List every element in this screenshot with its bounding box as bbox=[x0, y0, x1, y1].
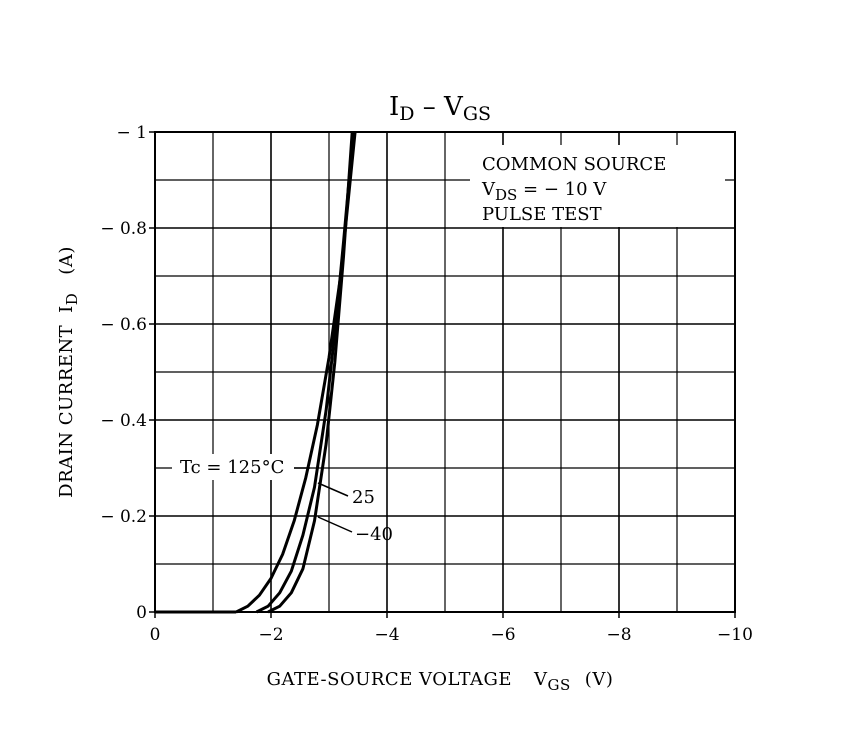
y-tick-label: − 1 bbox=[117, 123, 147, 143]
x-axis-label-unit: (V) bbox=[585, 669, 614, 690]
x-axis-label-text: GATE-SOURCE VOLTAGE bbox=[267, 669, 512, 690]
conditions-line-2: VDS = − 10 V bbox=[481, 179, 607, 204]
y-axis-label-symbol: I bbox=[56, 305, 77, 313]
y-axis-label-subscript: D bbox=[63, 293, 81, 306]
series-labels: Tc = 125°C 25 −40 bbox=[172, 454, 393, 545]
y-axis-label-unit: (A) bbox=[56, 246, 77, 275]
y-axis-ticks: 0 − 0.2 − 0.4 − 0.6 − 0.8 − 1 bbox=[100, 123, 155, 623]
conditions-line-1: COMMON SOURCE bbox=[482, 154, 666, 175]
curve-125c bbox=[235, 131, 357, 614]
title-id-symbol: I bbox=[389, 92, 399, 122]
x-tick-label: 0 bbox=[150, 625, 161, 645]
y-tick-label: − 0.6 bbox=[100, 315, 147, 335]
y-tick-label: − 0.4 bbox=[100, 411, 147, 431]
chart-title: ID – VGS bbox=[389, 92, 491, 125]
curve-25c bbox=[255, 131, 355, 614]
x-tick-label: −8 bbox=[606, 625, 631, 645]
vds-symbol: V bbox=[481, 179, 496, 200]
title-separator: – bbox=[415, 92, 445, 122]
y-tick-label: 0 bbox=[136, 603, 147, 623]
y-tick-label: − 0.8 bbox=[100, 219, 147, 239]
vds-value: = − 10 V bbox=[517, 179, 607, 200]
x-tick-label: −4 bbox=[374, 625, 399, 645]
title-id-subscript: D bbox=[399, 103, 414, 125]
y-axis-label-text: DRAIN CURRENT bbox=[56, 325, 77, 498]
curve-minus40c bbox=[267, 131, 354, 614]
title-vgs-subscript: GS bbox=[463, 103, 491, 125]
x-tick-label: −2 bbox=[258, 625, 283, 645]
title-vgs-symbol: V bbox=[443, 92, 464, 122]
y-tick-label: − 0.2 bbox=[100, 507, 147, 527]
x-tick-label: −10 bbox=[717, 625, 753, 645]
series-label-125c: Tc = 125°C bbox=[180, 457, 284, 478]
x-axis-ticks: 0 −2 −4 −6 −8 −10 bbox=[150, 612, 753, 645]
vds-subscript: DS bbox=[495, 186, 517, 204]
leader-minus40 bbox=[317, 516, 353, 533]
x-axis-label-symbol: V bbox=[533, 669, 548, 690]
x-tick-label: −6 bbox=[490, 625, 515, 645]
series-curves bbox=[155, 131, 357, 614]
x-axis-label: GATE-SOURCE VOLTAGE VGS (V) bbox=[267, 669, 614, 694]
conditions-block: COMMON SOURCE VDS = − 10 V PULSE TEST bbox=[470, 145, 725, 227]
x-axis-label-subscript: GS bbox=[548, 676, 571, 694]
leader-25 bbox=[317, 482, 349, 497]
conditions-line-3: PULSE TEST bbox=[482, 204, 602, 225]
series-label-minus40: −40 bbox=[355, 524, 393, 545]
y-axis-label: DRAIN CURRENT ID (A) bbox=[56, 246, 81, 498]
series-label-25: 25 bbox=[352, 487, 375, 508]
